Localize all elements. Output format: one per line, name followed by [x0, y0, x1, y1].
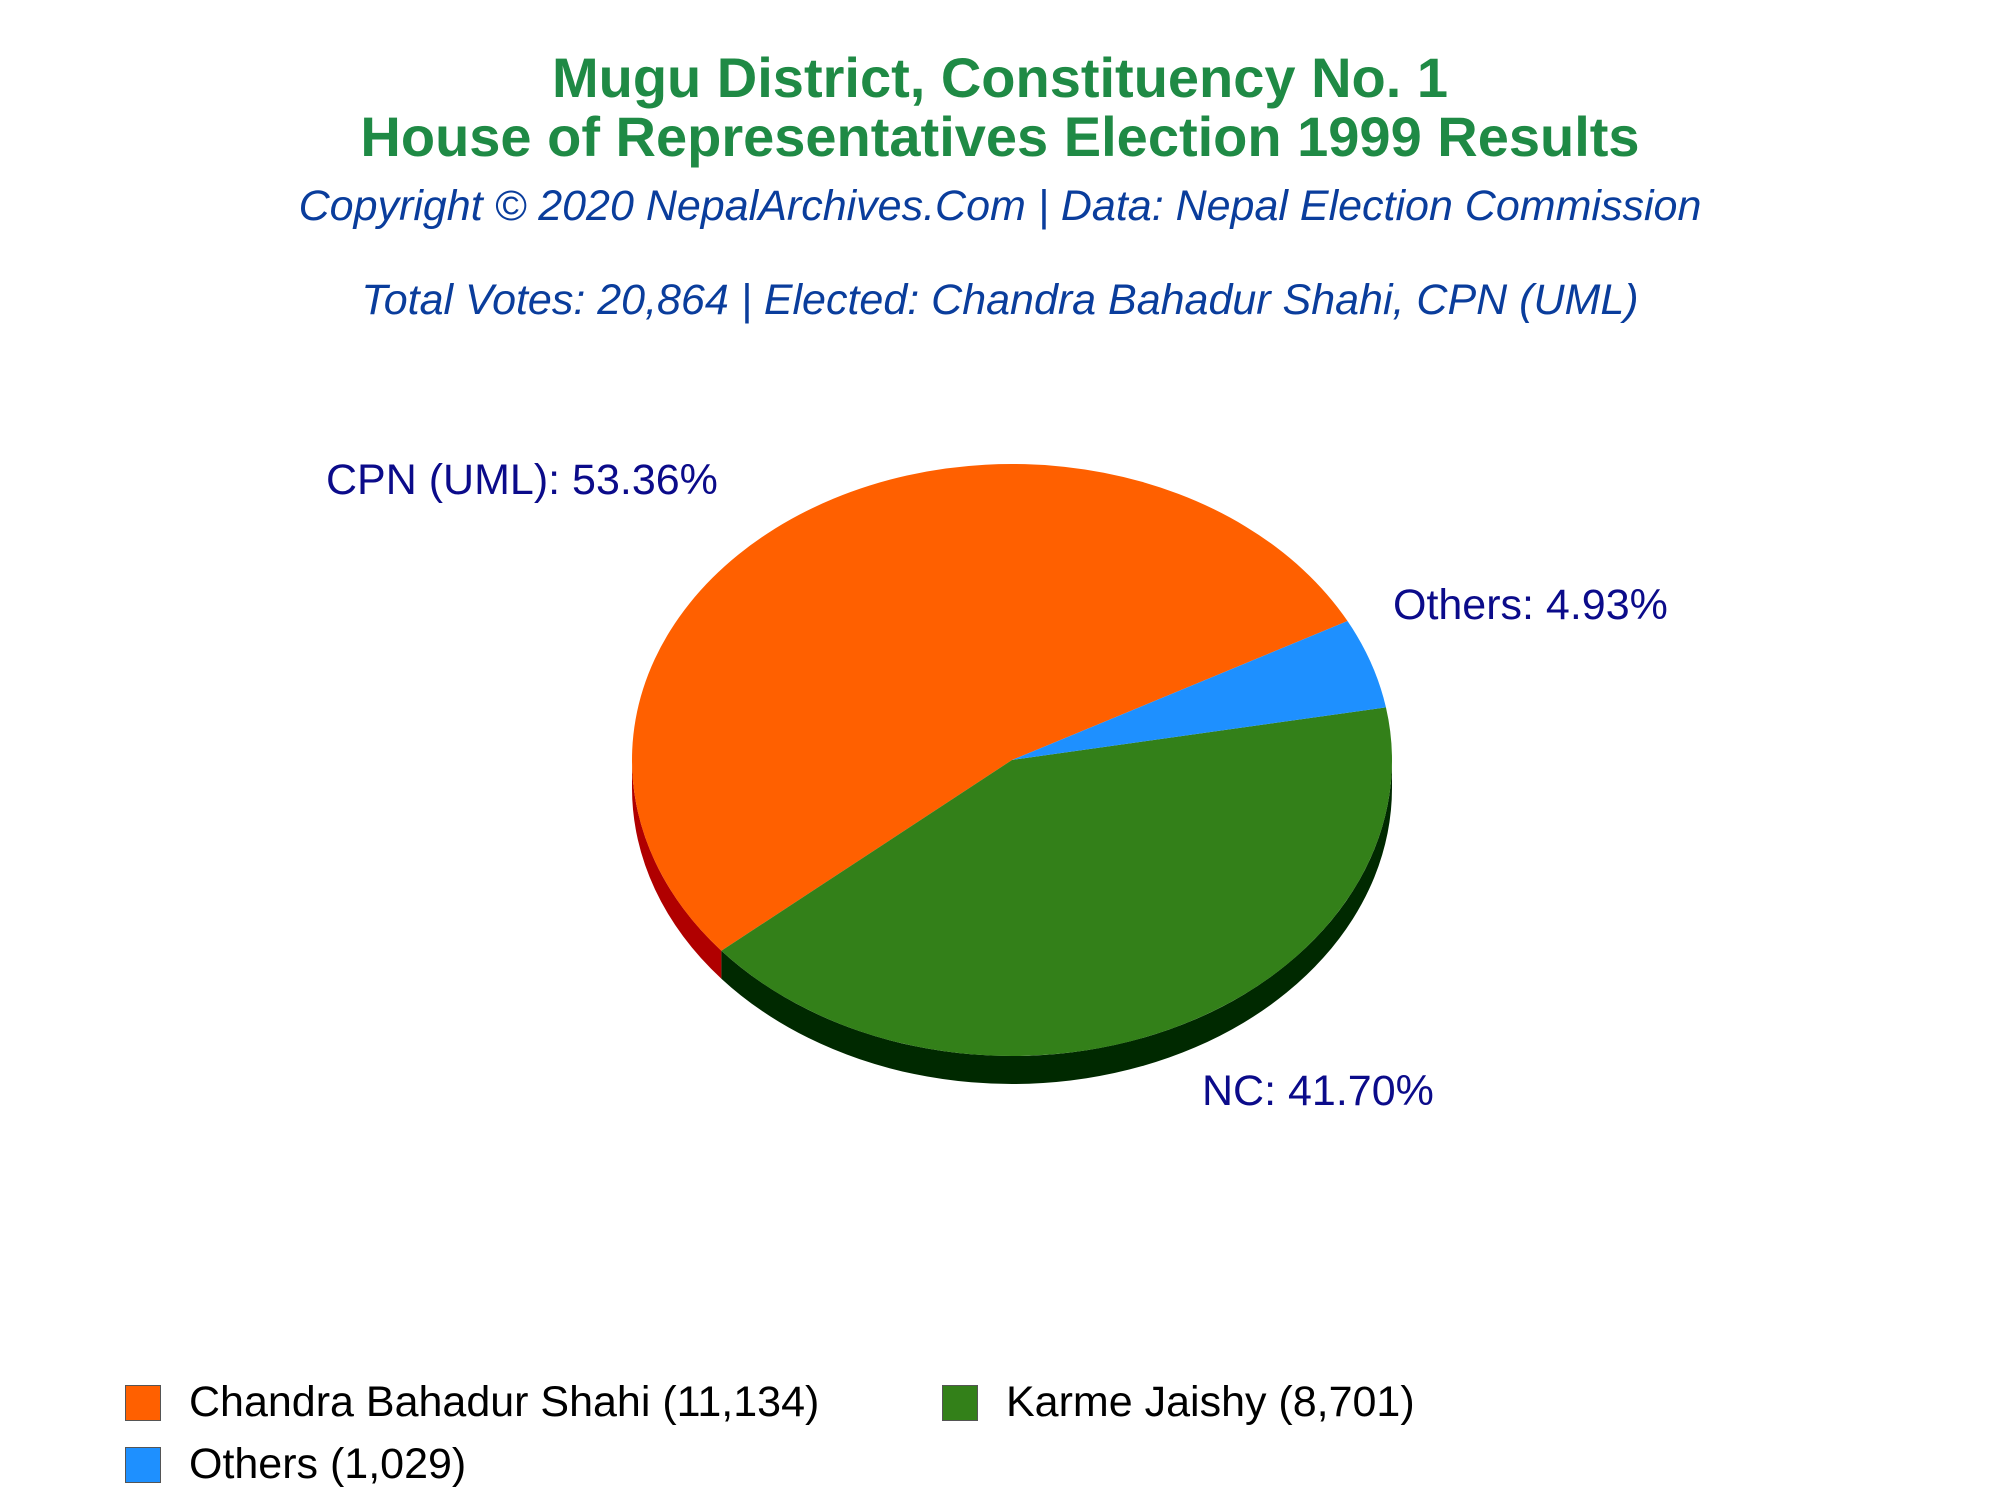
copyright-line: Copyright © 2020 NepalArchives.Com | Dat…: [298, 182, 1702, 230]
legend-label: Others (1,029): [189, 1440, 467, 1488]
legend-item-others: Others (1,029): [125, 1440, 466, 1489]
legend-item-chandra-bahadur-shahi: Chandra Bahadur Shahi (11,134): [125, 1378, 819, 1427]
legend-item-karme-jaishy: Karme Jaishy (8,701): [942, 1378, 1415, 1427]
chart-title-line-1: Mugu District, Constituency No. 1: [551, 46, 1449, 109]
legend-swatch: [125, 1446, 161, 1483]
slice-label-cpn-uml-: CPN (UML): 53.36%: [326, 456, 718, 504]
legend-swatch: [942, 1384, 978, 1421]
slice-label-nc: NC: 41.70%: [1202, 1067, 1434, 1115]
legend-label: Chandra Bahadur Shahi (11,134): [189, 1378, 820, 1426]
slice-label-others: Others: 4.93%: [1393, 581, 1668, 629]
pie-side-cpn-uml-: [632, 760, 722, 979]
total-votes-summary: Total Votes: 20,864 | Elected: Chandra B…: [361, 276, 1639, 324]
legend-label: Karme Jaishy (8,701): [1006, 1378, 1415, 1426]
chart-title-line-2: House of Representatives Election 1999 R…: [360, 105, 1640, 168]
pie-slice-others: [1012, 621, 1386, 760]
pie-slice-nc: [721, 707, 1392, 1056]
legend-swatch: [125, 1384, 161, 1421]
pie-slice-cpn-uml-: [632, 464, 1348, 951]
